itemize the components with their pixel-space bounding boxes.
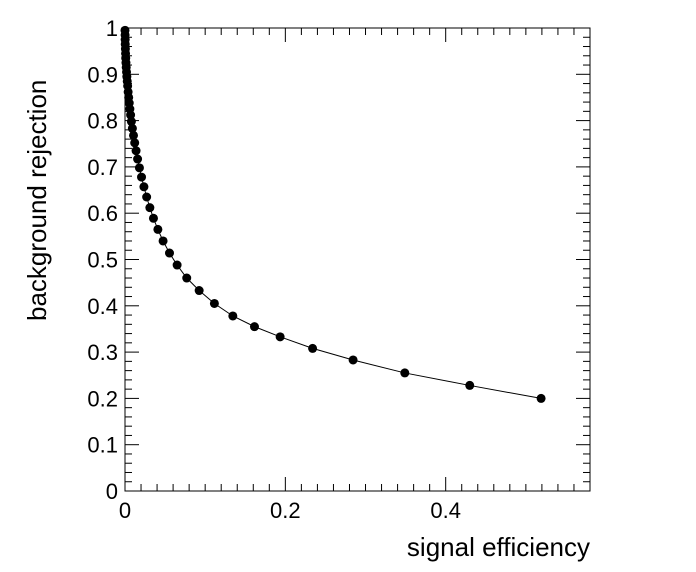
data-point xyxy=(145,203,155,213)
y-tick-label: 0.5 xyxy=(87,248,118,273)
data-point xyxy=(128,130,138,140)
data-point xyxy=(148,213,158,223)
x-axis-label: signal efficiency xyxy=(407,532,590,562)
data-point xyxy=(275,332,285,342)
y-tick-label: 0.4 xyxy=(87,294,118,319)
x-tick-label: 0.2 xyxy=(270,498,301,523)
y-tick-label: 0.8 xyxy=(87,109,118,134)
y-axis-label: background rejection xyxy=(22,80,52,321)
data-point xyxy=(194,286,204,296)
y-tick-label: 0.1 xyxy=(87,433,118,458)
data-point xyxy=(172,260,182,270)
tick-marks xyxy=(124,27,591,492)
series-line xyxy=(124,30,542,399)
data-point xyxy=(164,248,174,258)
series-layer xyxy=(120,25,546,403)
x-tick-label: 0 xyxy=(119,498,131,523)
y-tick-label: 0 xyxy=(106,479,118,504)
data-point xyxy=(249,322,259,332)
data-point xyxy=(153,224,163,234)
data-point xyxy=(139,182,149,192)
tick-labels: 0 0.2 0.4 0 0.1 0.2 0.3 0.4 0.5 0.6 0.7 0.8 0.9 1 xyxy=(87,16,461,523)
data-point xyxy=(400,368,410,378)
x-tick-label: 0.4 xyxy=(430,498,461,523)
y-tick-label: 0.6 xyxy=(87,201,118,226)
y-tick-label: 0.7 xyxy=(87,155,118,180)
y-tick-label: 1 xyxy=(106,16,118,41)
y-tick-label: 0.3 xyxy=(87,340,118,365)
data-point xyxy=(134,163,144,173)
data-point xyxy=(209,298,219,308)
data-point xyxy=(308,343,318,353)
data-point xyxy=(182,273,192,283)
data-point xyxy=(228,311,238,321)
data-point xyxy=(131,146,141,156)
data-point xyxy=(536,393,546,403)
data-point xyxy=(126,117,136,127)
data-point xyxy=(133,154,143,164)
y-tick-label: 0.2 xyxy=(87,386,118,411)
data-point xyxy=(127,123,137,133)
plot-frame xyxy=(124,27,591,492)
data-point xyxy=(465,380,475,390)
data-point xyxy=(142,192,152,202)
y-tick-label: 0.9 xyxy=(87,62,118,87)
data-point xyxy=(130,138,140,148)
data-point xyxy=(137,172,147,182)
data-point xyxy=(158,236,168,246)
data-point xyxy=(348,355,358,365)
